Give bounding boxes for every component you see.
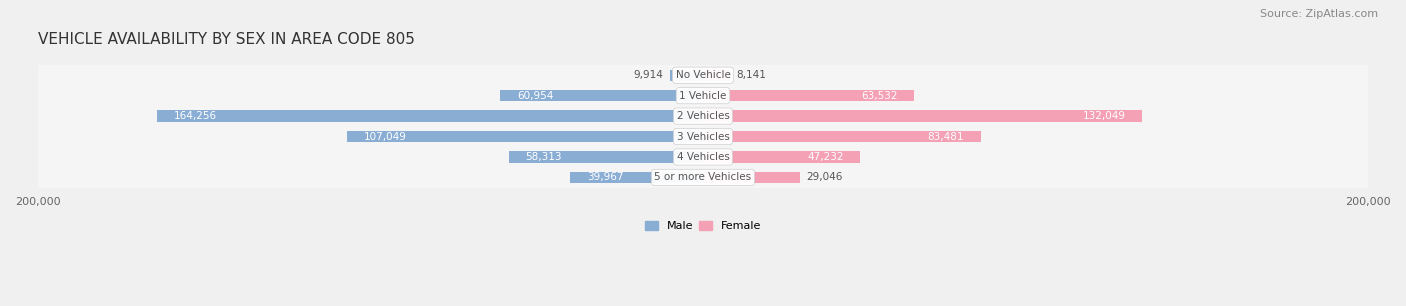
Text: 107,049: 107,049 [364,132,406,142]
Text: 83,481: 83,481 [928,132,965,142]
Text: 5 or more Vehicles: 5 or more Vehicles [654,172,752,182]
Text: 60,954: 60,954 [517,91,554,101]
Text: 29,046: 29,046 [806,172,842,182]
Text: 164,256: 164,256 [173,111,217,121]
Text: 1 Vehicle: 1 Vehicle [679,91,727,101]
Text: 58,313: 58,313 [526,152,562,162]
Text: No Vehicle: No Vehicle [675,70,731,80]
Bar [703,69,730,81]
Bar [38,85,1368,106]
Bar [156,110,703,122]
Text: 2 Vehicles: 2 Vehicles [676,111,730,121]
Bar [38,106,1368,126]
Bar [501,90,703,101]
Bar [703,110,1142,122]
Bar [509,151,703,162]
Bar [38,147,1368,167]
Bar [38,65,1368,85]
Bar [347,131,703,142]
Text: 39,967: 39,967 [586,172,623,182]
Text: 8,141: 8,141 [737,70,766,80]
Bar [703,90,914,101]
Bar [703,172,800,183]
Legend: Male, Female: Male, Female [640,217,766,236]
Bar [703,131,980,142]
Bar [569,172,703,183]
Text: Source: ZipAtlas.com: Source: ZipAtlas.com [1260,9,1378,19]
Bar [671,69,703,81]
Text: 3 Vehicles: 3 Vehicles [676,132,730,142]
Text: VEHICLE AVAILABILITY BY SEX IN AREA CODE 805: VEHICLE AVAILABILITY BY SEX IN AREA CODE… [38,32,415,47]
Bar [38,167,1368,188]
Text: 132,049: 132,049 [1083,111,1126,121]
Text: 47,232: 47,232 [807,152,844,162]
Bar [38,126,1368,147]
Text: 4 Vehicles: 4 Vehicles [676,152,730,162]
Bar [703,151,860,162]
Text: 9,914: 9,914 [634,70,664,80]
Text: 63,532: 63,532 [860,91,897,101]
